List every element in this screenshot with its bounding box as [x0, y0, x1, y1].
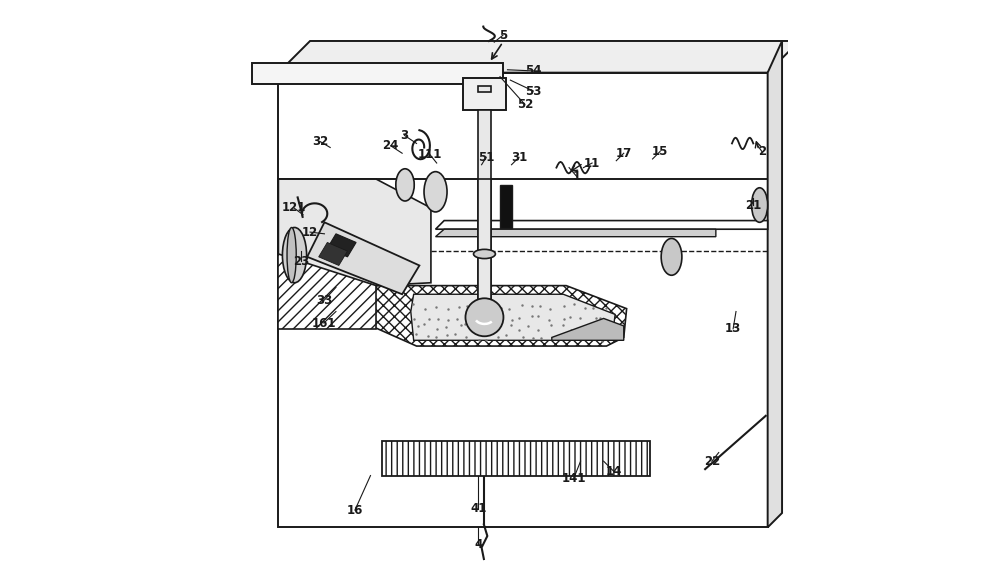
Text: 14: 14	[606, 465, 622, 478]
Text: 24: 24	[382, 139, 399, 152]
Ellipse shape	[474, 249, 495, 258]
Bar	[478, 179, 491, 301]
Text: 4: 4	[474, 538, 482, 551]
Text: 2: 2	[758, 145, 766, 158]
Text: 12: 12	[302, 226, 318, 239]
Text: 111: 111	[418, 148, 442, 161]
Bar	[500, 185, 512, 228]
Circle shape	[465, 298, 503, 336]
Text: 16: 16	[347, 504, 363, 516]
Bar	[478, 110, 491, 312]
Text: 1: 1	[572, 170, 581, 183]
Polygon shape	[327, 234, 356, 257]
Ellipse shape	[396, 169, 414, 201]
Text: 121: 121	[282, 201, 306, 215]
Text: 5: 5	[499, 29, 507, 42]
Text: 22: 22	[704, 455, 720, 468]
Text: 141: 141	[561, 472, 586, 485]
Polygon shape	[436, 229, 716, 237]
Text: 3: 3	[400, 129, 409, 142]
Text: 23: 23	[293, 255, 310, 268]
Ellipse shape	[752, 188, 768, 222]
Text: 17: 17	[616, 147, 632, 160]
Polygon shape	[278, 41, 799, 73]
Text: 53: 53	[525, 85, 542, 98]
Text: 31: 31	[511, 151, 527, 164]
Text: 51: 51	[478, 151, 494, 164]
Ellipse shape	[287, 227, 296, 283]
Text: 15: 15	[652, 145, 668, 158]
Polygon shape	[365, 286, 627, 346]
Text: 161: 161	[312, 317, 336, 329]
Polygon shape	[411, 294, 615, 340]
Text: 11: 11	[584, 156, 600, 170]
Text: 21: 21	[745, 198, 761, 212]
Polygon shape	[278, 179, 431, 286]
Polygon shape	[278, 73, 768, 527]
Polygon shape	[768, 41, 782, 527]
Ellipse shape	[661, 238, 682, 275]
Text: 13: 13	[725, 323, 741, 335]
Text: 41: 41	[470, 503, 486, 515]
Text: 33: 33	[316, 294, 333, 306]
Polygon shape	[436, 220, 768, 229]
Ellipse shape	[282, 227, 307, 283]
Bar	[382, 441, 650, 475]
Text: 54: 54	[525, 65, 542, 77]
Ellipse shape	[424, 171, 447, 212]
Polygon shape	[252, 63, 503, 84]
Polygon shape	[278, 179, 376, 329]
Bar	[478, 87, 491, 92]
Bar	[463, 78, 506, 110]
Polygon shape	[319, 242, 347, 265]
Polygon shape	[307, 222, 419, 294]
Polygon shape	[552, 319, 624, 340]
Text: 52: 52	[517, 98, 533, 111]
Text: 32: 32	[312, 135, 329, 148]
